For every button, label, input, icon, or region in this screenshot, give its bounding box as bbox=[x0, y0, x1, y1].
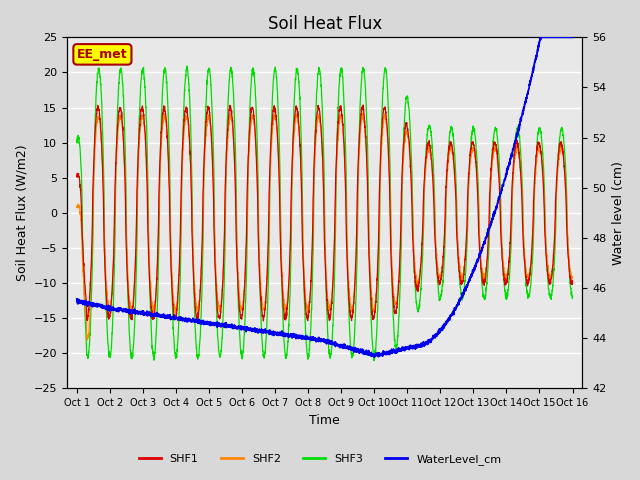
Title: Soil Heat Flux: Soil Heat Flux bbox=[268, 15, 381, 33]
Legend: SHF1, SHF2, SHF3, WaterLevel_cm: SHF1, SHF2, SHF3, WaterLevel_cm bbox=[134, 450, 506, 469]
X-axis label: Time: Time bbox=[309, 414, 340, 427]
Text: EE_met: EE_met bbox=[77, 48, 128, 61]
Y-axis label: Soil Heat Flux (W/m2): Soil Heat Flux (W/m2) bbox=[15, 144, 28, 281]
Y-axis label: Water level (cm): Water level (cm) bbox=[612, 161, 625, 265]
